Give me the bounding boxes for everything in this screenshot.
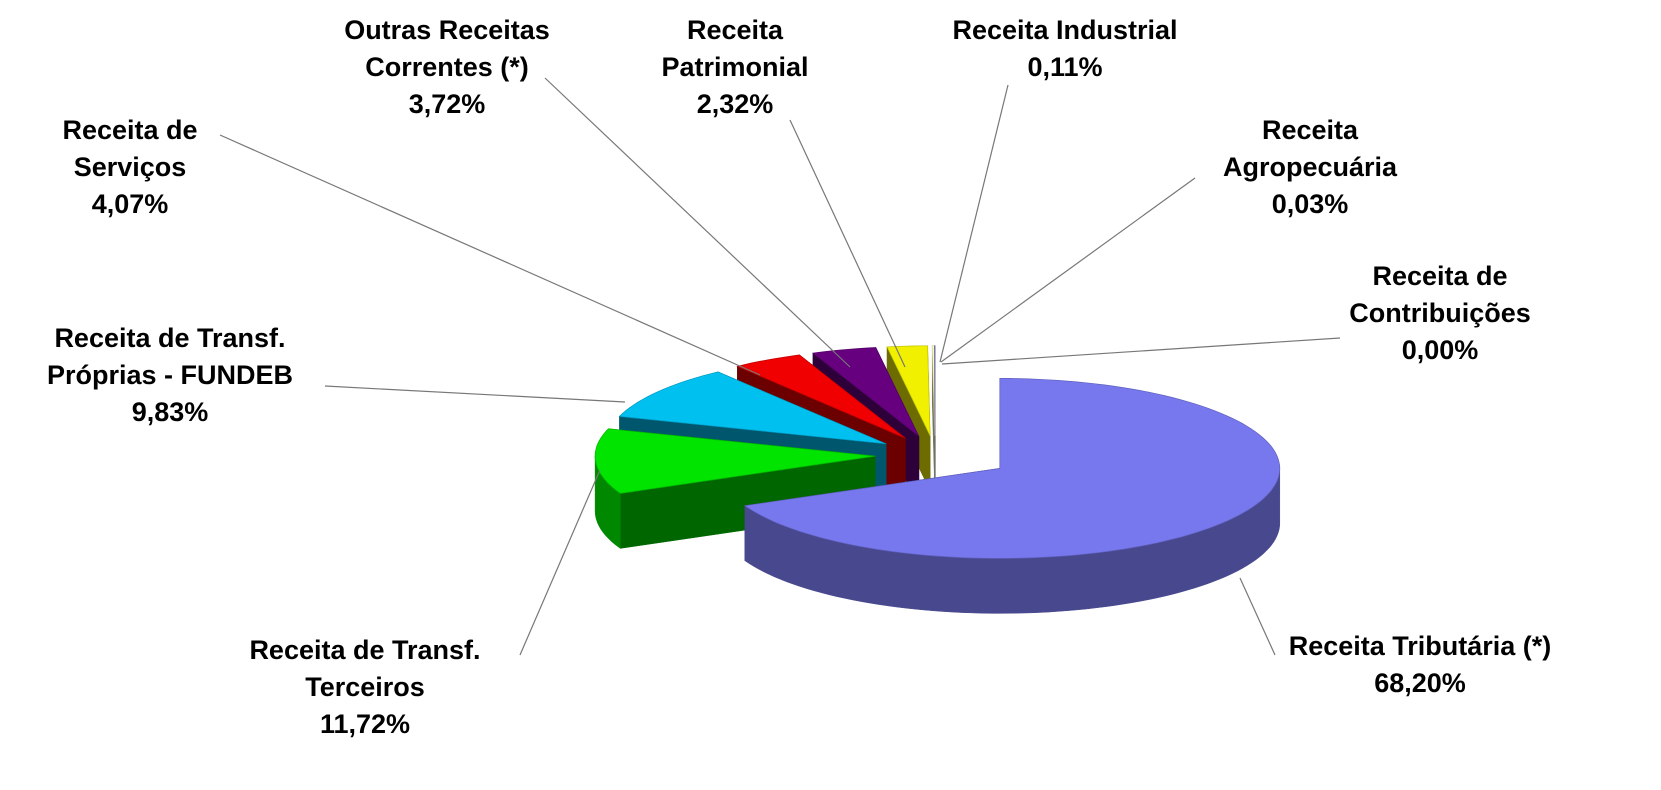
slice-label: Receita Patrimonial 2,32% <box>635 12 835 123</box>
value-label: 9,83% <box>131 397 209 427</box>
pie-slice <box>594 428 876 494</box>
slice-label: Receita Agropecuária 0,03% <box>1190 112 1430 223</box>
slice-label: Receita de Transf. Próprias - FUNDEB 9,83… <box>10 320 330 431</box>
value-label: 0,00% <box>1401 335 1479 365</box>
category-name: Receita de Serviços <box>62 115 198 182</box>
value-label: 2,32% <box>696 89 774 119</box>
pie-slice <box>886 345 931 436</box>
leader-line <box>1239 577 1276 656</box>
leader-line <box>544 77 851 368</box>
slice-label: Receita de Contribuições 0,00% <box>1320 258 1560 369</box>
leader-line <box>939 84 1009 363</box>
slice-label: Receita Tributária (*) 68,20% <box>1275 628 1565 702</box>
category-name: Receita Industrial <box>952 15 1178 45</box>
pie-slice <box>618 371 887 445</box>
category-name: Receita Tributária (*) <box>1288 631 1552 661</box>
category-name: Receita Patrimonial <box>661 15 809 82</box>
leader-line <box>941 337 1341 365</box>
pie-slice <box>812 347 920 437</box>
category-name: Outras Receitas Correntes (*) <box>344 15 550 82</box>
value-label: 4,07% <box>91 189 169 219</box>
value-label: 0,03% <box>1271 189 1349 219</box>
leader-line <box>324 385 626 403</box>
slice-label: Receita Industrial 0,11% <box>915 12 1215 86</box>
value-label: 68,20% <box>1374 668 1466 698</box>
category-name: Receita de Contribuições <box>1349 261 1531 328</box>
category-name: Receita de Transf. Próprias - FUNDEB <box>46 323 294 390</box>
category-name: Receita de Transf. Terceiros <box>249 635 481 702</box>
leader-line <box>519 469 601 656</box>
value-label: 11,72% <box>319 709 411 739</box>
slice-label: Receita de Transf. Terceiros 11,72% <box>215 632 515 743</box>
value-label: 3,72% <box>408 89 486 119</box>
category-name: Receita Agropecuária <box>1222 115 1398 182</box>
pie-slice <box>736 354 906 439</box>
leader-line <box>219 134 761 376</box>
leader-line <box>789 119 906 368</box>
pie-slice <box>743 378 1281 559</box>
leader-line <box>940 177 1196 363</box>
value-label: 0,11% <box>1027 52 1103 82</box>
slice-label: Receita de Serviços 4,07% <box>40 112 220 223</box>
slice-label: Outras Receitas Correntes (*) 3,72% <box>307 12 587 123</box>
